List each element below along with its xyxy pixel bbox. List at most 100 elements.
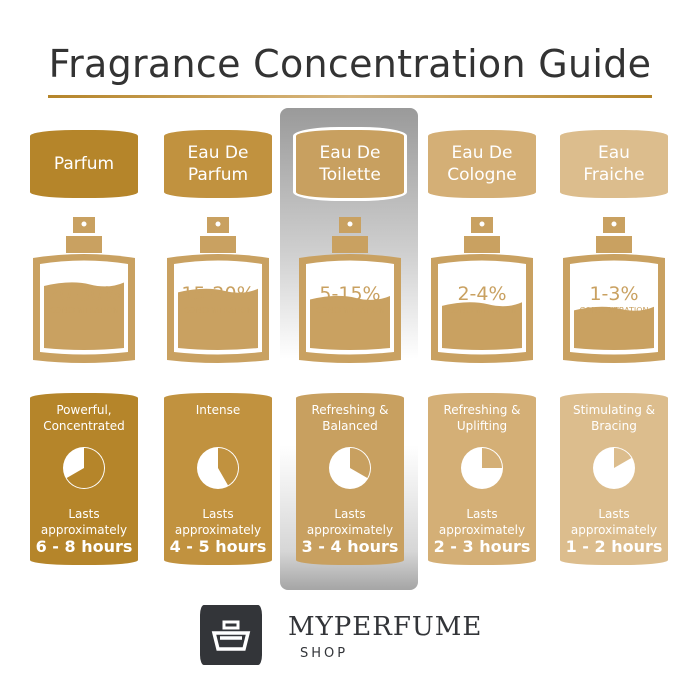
brand-subtitle: SHOP	[300, 646, 349, 661]
bottle-neck	[596, 236, 632, 253]
description-line: Intense	[195, 403, 241, 417]
longevity-card: Refreshing & Uplifting Lasts approximately…	[428, 393, 536, 565]
sprayer-nozzle	[479, 221, 485, 227]
bottle-neck	[66, 236, 102, 253]
sprayer-nozzle	[611, 221, 617, 227]
duration-hours: 1 - 2 hours	[565, 537, 663, 556]
liquid-fill-level	[178, 287, 258, 350]
duration-hours: 4 - 5 hours	[169, 537, 267, 556]
brand-logo	[200, 605, 262, 665]
fragrance-name-line: Eau	[598, 143, 630, 163]
clock-pie-icon	[461, 447, 503, 489]
liquid-fill-level	[442, 301, 522, 350]
fragrance-column: Eau De Cologne 2-4% CONCENTRATION Refresh…	[428, 0, 536, 600]
clock-pie-icon	[197, 447, 239, 489]
approximately-line: approximately	[438, 523, 526, 537]
liquid-fill-level	[310, 295, 390, 350]
page-title: Fragrance Concentration Guide	[48, 42, 652, 86]
fragrance-name-line: Parfum	[53, 154, 115, 174]
description-line: Bracing	[591, 419, 637, 433]
concentration-label: CONCENTRATION	[50, 306, 119, 315]
title-underline	[48, 95, 652, 98]
fragrance-name-label: Eau De Toilette	[296, 130, 404, 198]
fragrance-column: Eau De Toilette 5-15% CONCENTRATION Refre…	[296, 0, 404, 600]
fragrance-name-line: Fraiche	[583, 165, 645, 185]
perfume-bottle-logo-icon	[211, 620, 251, 651]
liquid-fill-level	[574, 305, 654, 350]
scent-description: Intense	[164, 402, 272, 418]
lasts-text: Lasts approximately	[296, 506, 404, 538]
scent-description: Stimulating & Bracing	[560, 402, 668, 434]
approximately-line: approximately	[174, 523, 262, 537]
description-line: Refreshing &	[443, 403, 521, 417]
duration-hours: 6 - 8 hours	[35, 537, 133, 556]
fragrance-name-line: Cologne	[447, 165, 517, 185]
description-line: Refreshing &	[311, 403, 389, 417]
lasts-text: Lasts approximately	[560, 506, 668, 538]
approximately-line: approximately	[40, 523, 128, 537]
longevity-card: Intense Lasts approximately 4 - 5 hours	[164, 393, 272, 565]
longevity-card: Stimulating & Bracing Lasts approximately …	[560, 393, 668, 565]
lasts-line: Lasts	[68, 507, 100, 521]
longevity-card: Powerful, Concentrated Lasts approximately…	[30, 393, 138, 565]
lasts-line: Lasts	[466, 507, 498, 521]
perfume-bottle-icon: 20-30% CONCENTRATION	[33, 217, 135, 363]
perfume-bottle-icon: 1-3% CONCENTRATION	[563, 217, 665, 363]
fragrance-column: Eau Fraiche 1-3% CONCENTRATION Stimulatin…	[560, 0, 668, 600]
concentration-percent: 2-4%	[457, 283, 506, 305]
description-line: Powerful,	[56, 403, 112, 417]
fragrance-column: Parfum 20-30% CONCENTRATION Powerful, Con…	[30, 0, 138, 600]
concentration-label: CONCENTRATION	[580, 306, 649, 315]
lasts-text: Lasts approximately	[30, 506, 138, 538]
concentration-percent: 15-20%	[181, 283, 254, 305]
lasts-text: Lasts approximately	[428, 506, 536, 538]
pie-duration-wedge	[350, 448, 370, 478]
perfume-bottle-icon: 5-15% CONCENTRATION	[299, 217, 401, 363]
fragrance-name-line: Parfum	[187, 165, 249, 185]
bottle-neck	[332, 236, 368, 253]
concentration-percent: 5-15%	[319, 283, 380, 305]
sprayer-nozzle	[215, 221, 221, 227]
approximately-line: approximately	[306, 523, 394, 537]
pie-duration-wedge	[218, 448, 238, 486]
concentration-label: CONCENTRATION	[184, 306, 253, 315]
scent-description: Refreshing & Balanced	[296, 402, 404, 434]
bottle-neck	[200, 236, 236, 253]
fragrance-column: Eau De Parfum 15-20% CONCENTRATION Intens…	[164, 0, 272, 600]
lasts-line: Lasts	[202, 507, 234, 521]
clock-pie-icon	[329, 447, 371, 489]
approximately-line: approximately	[570, 523, 658, 537]
lasts-line: Lasts	[598, 507, 630, 521]
concentration-label: CONCENTRATION	[448, 306, 517, 315]
duration-hours: 2 - 3 hours	[433, 537, 531, 556]
bottle-neck	[464, 236, 500, 253]
brand-name: MYPERFUME	[288, 612, 483, 642]
pie-duration-wedge	[482, 448, 502, 468]
concentration-percent: 1-3%	[589, 283, 638, 305]
description-line: Balanced	[322, 419, 378, 433]
scent-description: Powerful, Concentrated	[30, 402, 138, 434]
concentration-percent: 20-30%	[47, 283, 120, 305]
fragrance-name-label: Parfum	[30, 130, 138, 198]
duration-hours: 3 - 4 hours	[301, 537, 399, 556]
concentration-label: CONCENTRATION	[316, 306, 385, 315]
liquid-fill-level	[44, 281, 124, 350]
description-line: Concentrated	[43, 419, 125, 433]
fragrance-name-line: Eau De	[451, 143, 513, 163]
fragrance-name-line: Eau De	[187, 143, 249, 163]
fragrance-name-label: Eau Fraiche	[560, 130, 668, 198]
fragrance-name-label: Eau De Parfum	[164, 130, 272, 198]
pie-duration-wedge	[66, 448, 104, 488]
perfume-bottle-icon: 15-20% CONCENTRATION	[167, 217, 269, 363]
perfume-bottle-icon: 2-4% CONCENTRATION	[431, 217, 533, 363]
description-line: Uplifting	[456, 419, 508, 433]
sprayer-nozzle	[347, 221, 353, 227]
longevity-card: Refreshing & Balanced Lasts approximately …	[296, 393, 404, 565]
lasts-line: Lasts	[334, 507, 366, 521]
lasts-text: Lasts approximately	[164, 506, 272, 538]
fragrance-name-line: Toilette	[319, 165, 381, 185]
fragrance-name-label: Eau De Cologne	[428, 130, 536, 198]
sprayer-nozzle	[81, 221, 87, 227]
description-line: Stimulating &	[572, 403, 656, 417]
clock-pie-icon	[63, 447, 105, 489]
